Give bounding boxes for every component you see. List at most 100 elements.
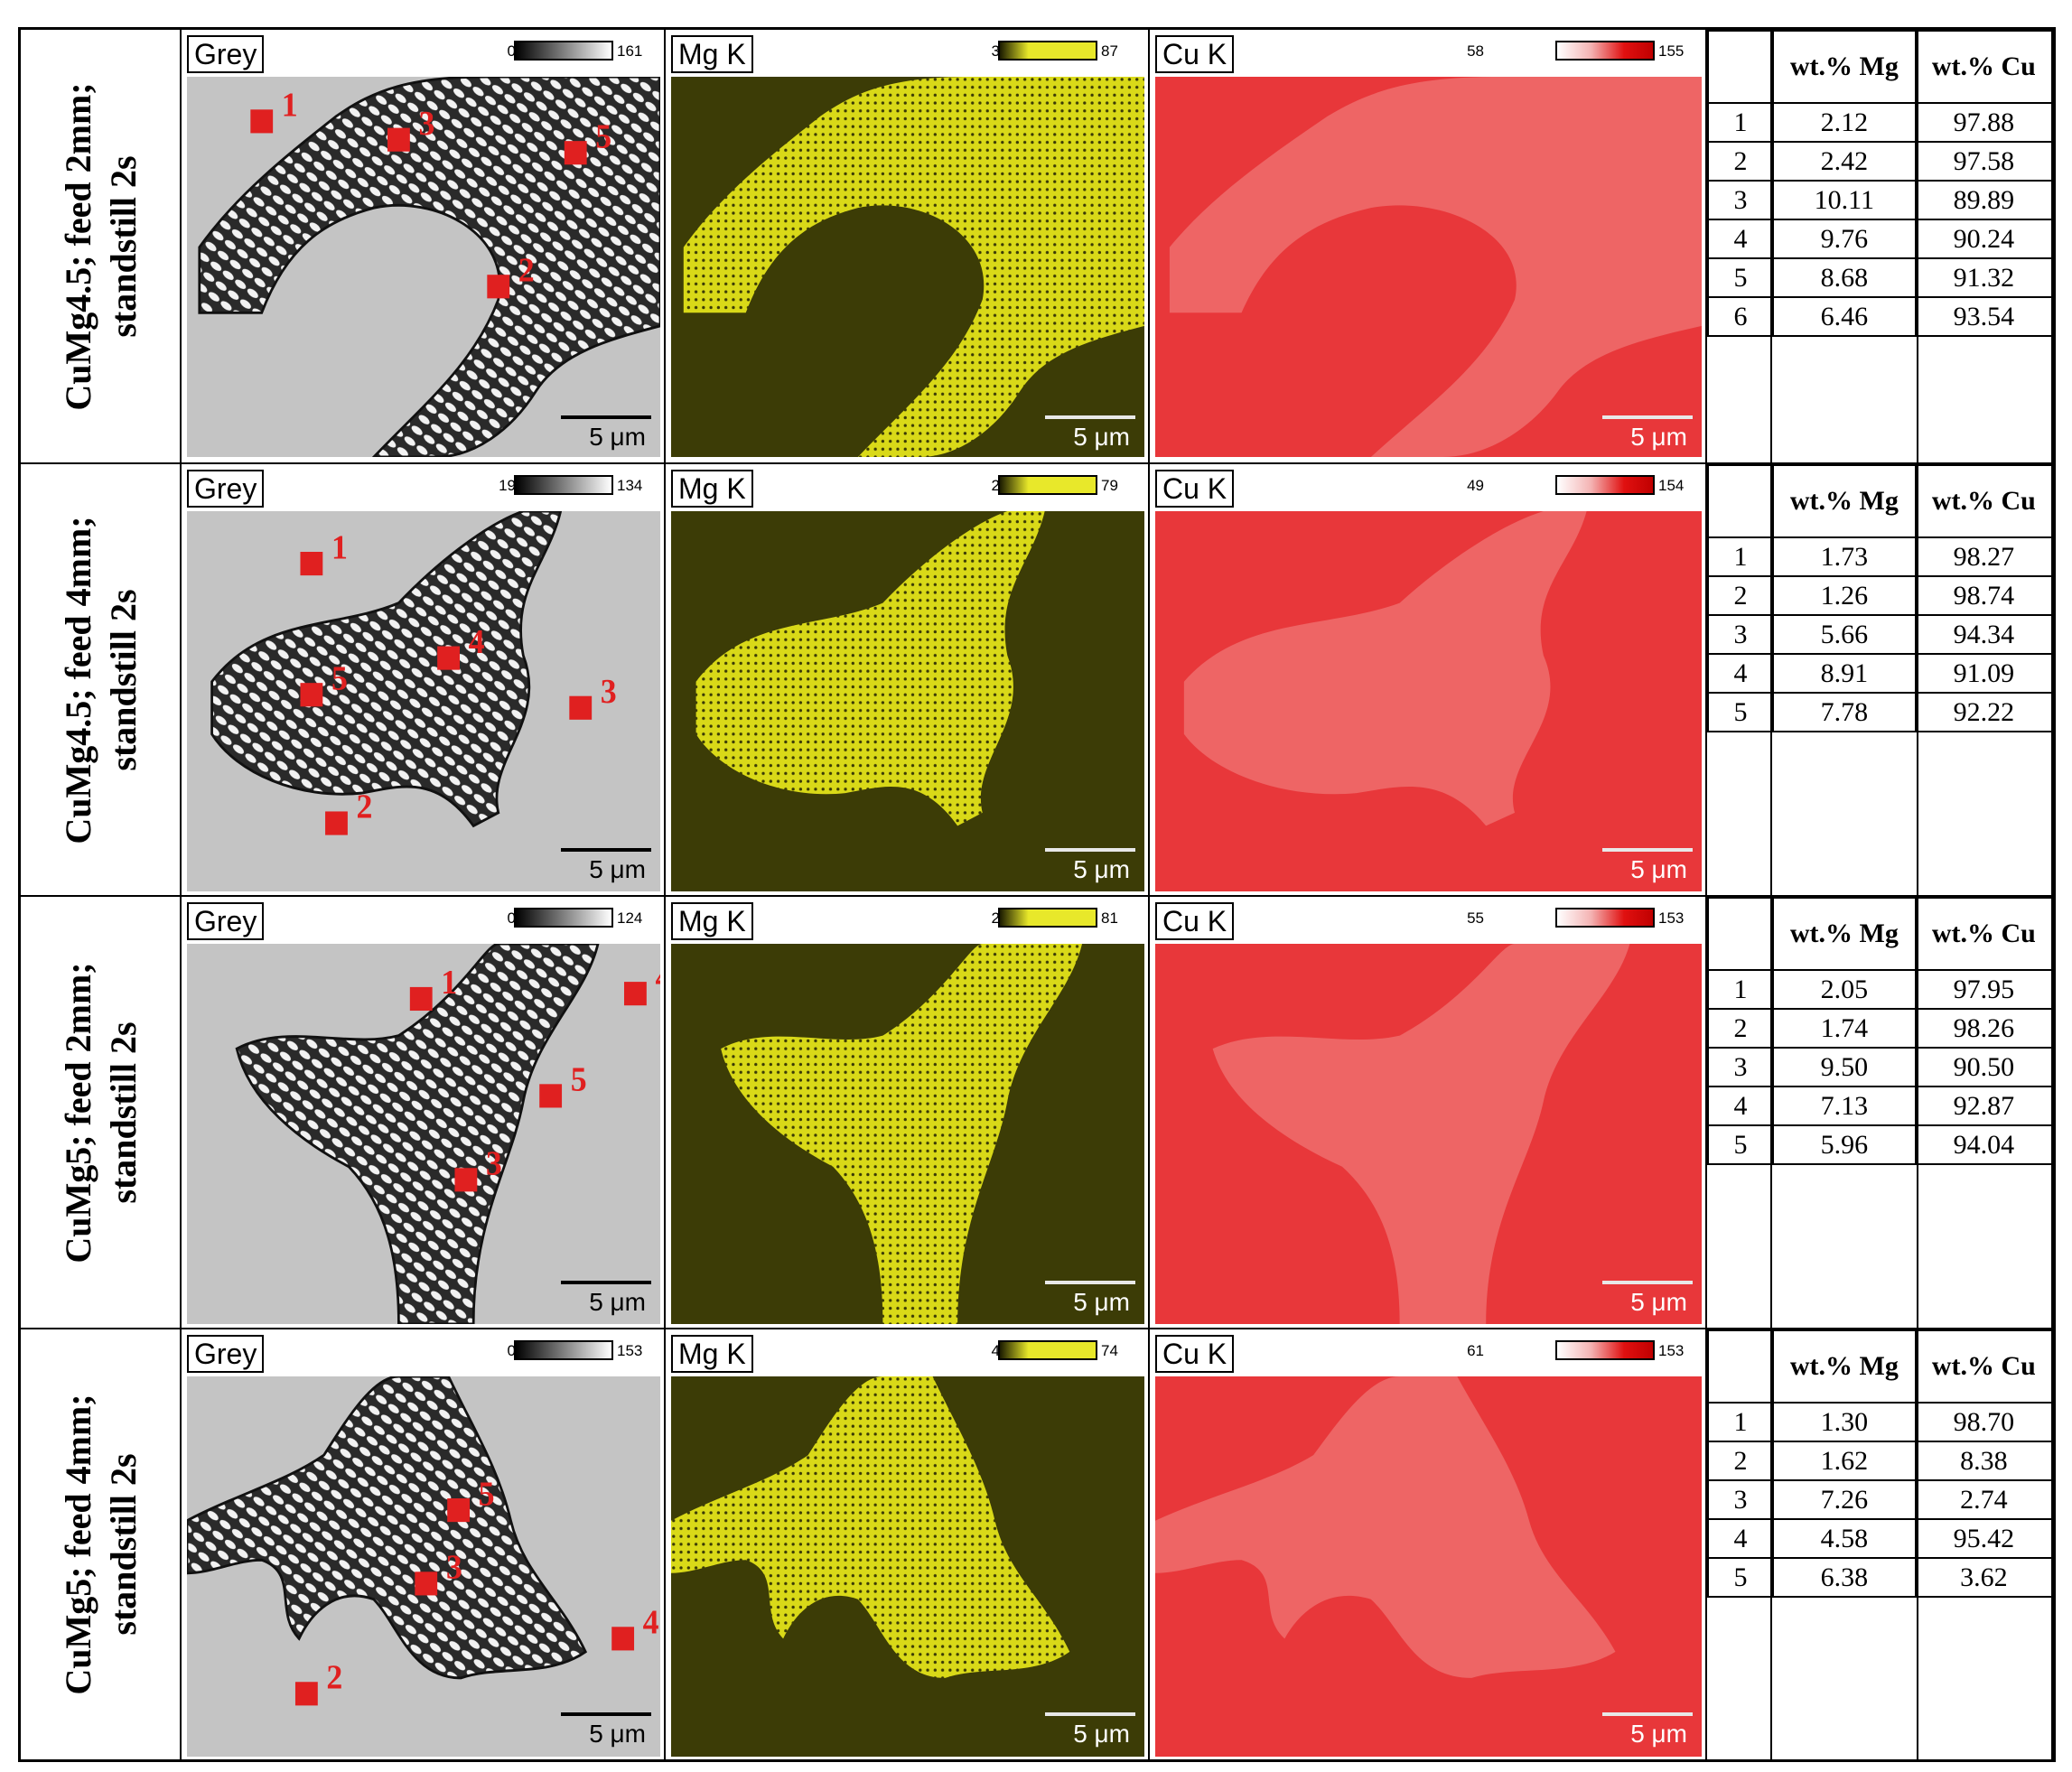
intensity-scalebar [998, 475, 1097, 495]
scale-bar-line [1045, 848, 1135, 852]
table-row: 6 6.46 93.54 [1707, 296, 2054, 337]
table-divider [2051, 30, 2053, 462]
mg-value: 1.26 [1772, 575, 1917, 616]
intensity-max: 155 [1658, 42, 1685, 60]
mg-value: 8.91 [1772, 653, 1917, 694]
mg-map-image [671, 944, 1144, 1324]
row-label-line2: standstill 2s [103, 588, 144, 771]
row-label: CuMg5; feed 2mm; standstill 2s [56, 962, 146, 1263]
point-header [1707, 30, 1774, 104]
mg-header: wt.% Mg [1772, 1329, 1917, 1404]
row-label-line1: CuMg5; feed 2mm; [58, 961, 98, 1264]
measurement-point-number: 2 [326, 1658, 342, 1696]
point-id: 5 [1707, 257, 1774, 298]
table-divider [2051, 897, 2053, 1328]
grey-map-title: Grey [187, 902, 265, 940]
intensity-scalebar [1555, 1340, 1655, 1360]
intensity-min: 2 [991, 909, 1000, 927]
scale-bar-line [561, 1712, 651, 1716]
row-label-cell: CuMg4.5; feed 2mm; standstill 2s [21, 30, 182, 462]
scale-bar-line [1045, 415, 1135, 419]
table-row: 3 9.50 90.50 [1707, 1047, 2054, 1087]
intensity-max: 87 [1101, 42, 1118, 60]
mg-value: 5.96 [1772, 1124, 1917, 1165]
measurement-point-marker [250, 109, 274, 134]
intensity-min: 58 [1467, 42, 1484, 60]
intensity-min: 2 [991, 477, 1000, 494]
table-row: 3 7.26 2.74 [1707, 1479, 2054, 1520]
measurement-point-marker [454, 1168, 478, 1192]
figure-row: CuMg4.5; feed 2mm; standstill 2s Grey 0 161 1… [21, 30, 2054, 462]
measurement-point-marker [487, 275, 510, 299]
cu-value: 95.42 [1914, 1518, 2054, 1559]
measurement-point-number: 4 [469, 622, 485, 660]
intensity-min: 55 [1467, 909, 1484, 927]
mg-map-title: Mg K [671, 470, 753, 508]
cu-value: 3.62 [1914, 1557, 2054, 1598]
measurement-point-number: 4 [655, 958, 660, 996]
mg-map-panel: Mg K 3 87 5 μm [666, 30, 1150, 462]
scale-bar-label: 5 μm [1073, 1720, 1130, 1748]
mg-value: 2.12 [1772, 102, 1917, 143]
row-label-line2: standstill 2s [103, 154, 144, 338]
composition-table-cell: wt.% Mg wt.% Cu 1 2.12 97.88 2 2.42 97.58 3 10.11… [1707, 30, 2054, 462]
scale-bar-label: 5 μm [589, 423, 646, 451]
row-label-cell: CuMg4.5; feed 4mm; standstill 2s [21, 464, 182, 895]
mg-value: 10.11 [1772, 180, 1917, 220]
mg-map-title: Mg K [671, 902, 753, 940]
mg-value: 7.13 [1772, 1086, 1917, 1126]
point-header [1707, 464, 1774, 538]
table-row: 1 1.30 98.70 [1707, 1402, 2054, 1442]
table-divider [2051, 1329, 2053, 1759]
measurement-point-number: 3 [601, 672, 617, 710]
measurement-point-number: 3 [486, 1144, 502, 1182]
intensity-max: 153 [617, 1342, 643, 1359]
table-row: 3 10.11 89.89 [1707, 180, 2054, 220]
intensity-min: 3 [991, 42, 1000, 60]
point-id: 3 [1707, 180, 1774, 220]
intensity-scalebar [1555, 475, 1655, 495]
grey-map-panel: Grey0153153425 μm [182, 1329, 666, 1759]
point-id: 2 [1707, 1441, 1774, 1481]
measurement-point-marker [415, 1571, 438, 1596]
grey-map-image: 15342 [187, 1376, 660, 1757]
table-row: 5 6.38 3.62 [1707, 1557, 2054, 1598]
mg-value: 8.68 [1772, 257, 1917, 298]
measurement-point-marker [624, 982, 647, 1006]
scale-bar-label: 5 μm [589, 1288, 646, 1316]
cu-header: wt.% Cu [1914, 30, 2054, 104]
point-id: 4 [1707, 219, 1774, 259]
grey-map-title: Grey [187, 470, 265, 508]
intensity-scalebar [1555, 908, 1655, 928]
mg-map-image [671, 511, 1144, 891]
intensity-min: 0 [507, 1342, 516, 1359]
measurement-point-marker [409, 986, 433, 1012]
scale-bar-line [1602, 1712, 1693, 1716]
cu-value: 98.70 [1914, 1402, 2054, 1442]
point-header [1707, 897, 1774, 971]
mg-map-panel: Mg K 4 74 5 μm [666, 1329, 1150, 1759]
mg-value: 2.42 [1772, 141, 1917, 182]
measurement-point-number: 3 [446, 1548, 462, 1586]
measurement-point-marker [325, 811, 348, 835]
table-divider [1770, 30, 1772, 462]
figure-row: CuMg4.5; feed 4mm; standstill 2s Grey 19 134… [21, 462, 2054, 895]
table-divider [1917, 1329, 1918, 1759]
point-id: 3 [1707, 1047, 1774, 1087]
figure-row: CuMg5; feed 2mm;standstill 2s Grey0124145… [21, 895, 2054, 1328]
grey-map-panel: Grey0124145325 μm [182, 897, 666, 1328]
intensity-max: 154 [1658, 477, 1685, 494]
cu-value: 90.24 [1914, 219, 2054, 259]
intensity-scalebar [1555, 41, 1655, 61]
figure: CuMg4.5; feed 2mm; standstill 2s Grey 0 161 1… [18, 27, 2056, 1762]
scale-bar-line [1045, 1712, 1135, 1716]
mg-value: 5.66 [1772, 614, 1917, 655]
scale-bar-label: 5 μm [1630, 1288, 1687, 1316]
mg-map-title: Mg K [671, 1335, 753, 1373]
grey-map-panel: Grey01611352645 μm [182, 30, 666, 462]
point-id: 3 [1707, 1479, 1774, 1520]
measurement-point-marker [569, 695, 593, 720]
point-id: 2 [1707, 575, 1774, 616]
point-id: 1 [1707, 102, 1774, 143]
table-row: 5 8.68 91.32 [1707, 257, 2054, 298]
